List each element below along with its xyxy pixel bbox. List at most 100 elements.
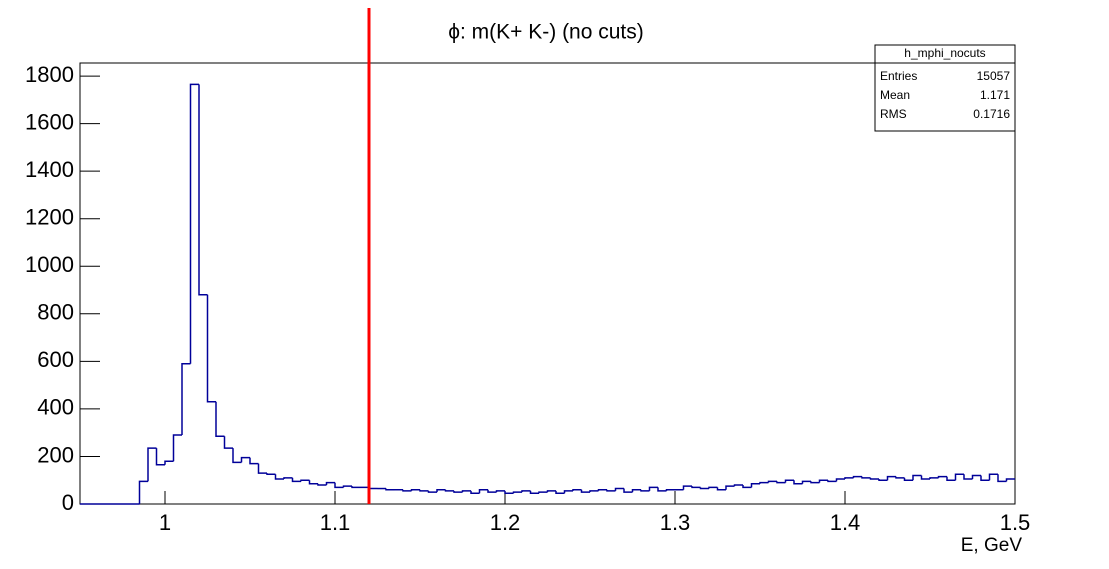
histogram-bin: [869, 477, 879, 480]
y-tick-label: 1600: [25, 109, 74, 134]
histogram-bin: [436, 488, 446, 493]
histogram-bin: [266, 473, 276, 476]
histogram-bin: [725, 485, 735, 490]
histogram-bin: [147, 447, 157, 482]
x-tick-label: 1: [159, 510, 171, 535]
histogram-bin: [283, 477, 293, 480]
histogram-bin: [827, 480, 837, 483]
histogram-bin: [878, 479, 888, 481]
histogram-bin: [861, 476, 871, 479]
x-tick-label: 1.3: [660, 510, 691, 535]
histogram-bin: [665, 488, 675, 491]
histogram-bin: [937, 475, 947, 478]
histogram-bin: [852, 475, 862, 478]
stats-label: Entries: [880, 69, 917, 83]
histogram-bin: [657, 487, 667, 492]
y-tick-label: 800: [37, 300, 74, 325]
histogram-bin: [308, 480, 318, 485]
histogram-bin: [580, 489, 590, 493]
histogram-bin: [189, 83, 199, 364]
histogram-bin: [240, 456, 250, 463]
stats-title: h_mphi_nocuts: [904, 46, 985, 60]
y-tick-label: 1400: [25, 157, 74, 182]
histogram-bin: [606, 489, 616, 492]
x-axis-label: E, GeV: [961, 535, 1023, 556]
histogram-bin: [903, 477, 913, 481]
histogram-bin: [172, 434, 182, 462]
x-tick-label: 1.2: [490, 510, 521, 535]
histogram-bin: [929, 477, 939, 480]
histogram-bin: [453, 490, 463, 493]
histogram-bin: [631, 488, 641, 493]
histogram-bin: [699, 487, 709, 490]
y-tick-label: 1800: [25, 62, 74, 87]
histogram-bin: [818, 479, 828, 483]
histogram-bin: [487, 489, 497, 493]
stats-value: 0.1716: [973, 107, 1010, 121]
histogram-bin: [563, 490, 573, 494]
histogram-bin: [206, 294, 216, 403]
histogram-bin: [801, 480, 811, 484]
histogram-bin: [385, 488, 395, 491]
histogram-bin: [504, 490, 514, 495]
histogram-bin: [478, 488, 488, 494]
histogram-bin: [733, 484, 743, 487]
histogram-bin: [623, 488, 633, 493]
x-tick-label: 1.1: [320, 510, 351, 535]
histogram-bin: [444, 489, 454, 492]
stats-label: RMS: [880, 107, 907, 121]
histogram-bin: [342, 485, 352, 488]
frame: [79, 62, 1016, 505]
histogram-bin: [351, 486, 361, 489]
histogram-bin: [410, 488, 420, 491]
histogram-bin: [716, 487, 726, 491]
histogram-bin: [274, 474, 284, 480]
histogram-bin: [946, 476, 956, 481]
histogram-bin: [198, 84, 208, 296]
y-tick-label: 1200: [25, 205, 74, 230]
histogram-bin: [776, 481, 786, 484]
histogram-bin: [648, 486, 658, 491]
histogram-bin: [461, 490, 471, 493]
histogram-bin: [317, 483, 327, 486]
stats-value: 1.171: [980, 88, 1010, 102]
histogram-bin: [300, 479, 310, 482]
histogram-bin: [495, 490, 505, 493]
histogram-bin: [181, 362, 191, 436]
histogram-bin: [589, 490, 599, 493]
histogram-bin: [844, 477, 854, 480]
histogram-bin: [682, 485, 692, 490]
histogram-bin: [895, 476, 905, 479]
histogram-bin: [920, 475, 930, 480]
stats-value: 15057: [977, 69, 1011, 83]
stats-box: [874, 44, 1016, 132]
histogram-bin: [529, 490, 539, 495]
histogram-bin: [691, 486, 701, 489]
histogram-bin: [155, 448, 165, 466]
histogram-bin: [759, 481, 769, 484]
histogram-bin: [784, 479, 794, 483]
histogram-bin: [138, 480, 148, 504]
histogram-bin: [980, 475, 990, 481]
histogram-bin: [512, 491, 522, 494]
y-tick-label: 0: [62, 490, 74, 515]
histogram-bin: [886, 475, 896, 481]
histogram-bin: [793, 480, 803, 485]
histogram-bin: [419, 489, 429, 492]
histogram-bin: [971, 474, 981, 480]
chart-title: ϕ: m(K+ K-) (no cuts): [448, 21, 644, 44]
histogram-bin: [742, 484, 752, 489]
histogram-bin: [988, 473, 998, 481]
histogram-bin: [810, 481, 820, 484]
histogram-bin: [954, 473, 964, 481]
histogram-bin: [402, 489, 412, 492]
histogram-bin: [257, 463, 267, 474]
stats-label: Mean: [880, 88, 910, 102]
x-tick-label: 1.5: [1000, 510, 1031, 535]
histogram-bin: [215, 401, 225, 437]
histogram-bin: [325, 481, 335, 485]
histogram-bin: [597, 488, 607, 491]
histogram-bin: [427, 490, 437, 493]
